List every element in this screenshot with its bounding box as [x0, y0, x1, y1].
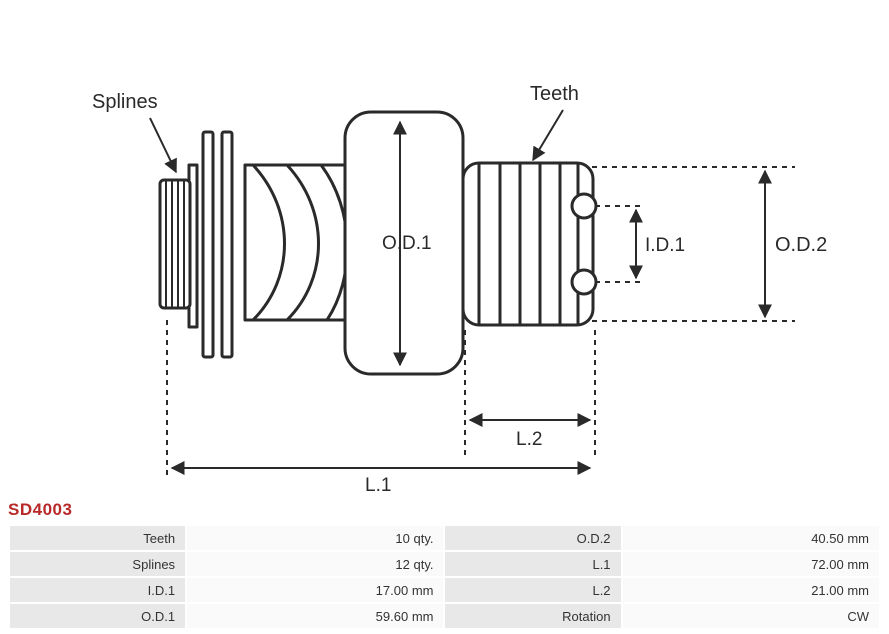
spec-label: L.1 [445, 552, 620, 576]
spec-value: 72.00 mm [623, 552, 879, 576]
engineering-diagram: Splines Teeth O.D.1 I.D.1 O.D.2 L.2 L.1 [0, 20, 889, 500]
spec-value: 21.00 mm [623, 578, 879, 602]
spec-value: 10 qty. [187, 526, 443, 550]
label-teeth: Teeth [530, 83, 579, 105]
spec-label: O.D.1 [10, 604, 185, 628]
label-id1: I.D.1 [645, 235, 685, 256]
spec-label: Teeth [10, 526, 185, 550]
spec-value: CW [623, 604, 879, 628]
spec-label: I.D.1 [10, 578, 185, 602]
table-row: O.D.1 59.60 mm Rotation CW [10, 604, 879, 628]
spec-label: L.2 [445, 578, 620, 602]
label-od1: O.D.1 [382, 233, 432, 254]
spec-label: Rotation [445, 604, 620, 628]
table-row: Teeth 10 qty. O.D.2 40.50 mm [10, 526, 879, 550]
spec-value: 40.50 mm [623, 526, 879, 550]
part-number: SD4003 [8, 500, 72, 520]
spec-value: 17.00 mm [187, 578, 443, 602]
spec-value: 59.60 mm [187, 604, 443, 628]
specs-table: Teeth 10 qty. O.D.2 40.50 mm Splines 12 … [8, 524, 881, 630]
label-l1: L.1 [365, 475, 391, 496]
table-row: I.D.1 17.00 mm L.2 21.00 mm [10, 578, 879, 602]
label-l2: L.2 [516, 429, 542, 450]
spec-value: 12 qty. [187, 552, 443, 576]
spec-label: O.D.2 [445, 526, 620, 550]
table-row: Splines 12 qty. L.1 72.00 mm [10, 552, 879, 576]
label-od2: O.D.2 [775, 234, 827, 256]
label-splines: Splines [92, 91, 158, 113]
spec-label: Splines [10, 552, 185, 576]
